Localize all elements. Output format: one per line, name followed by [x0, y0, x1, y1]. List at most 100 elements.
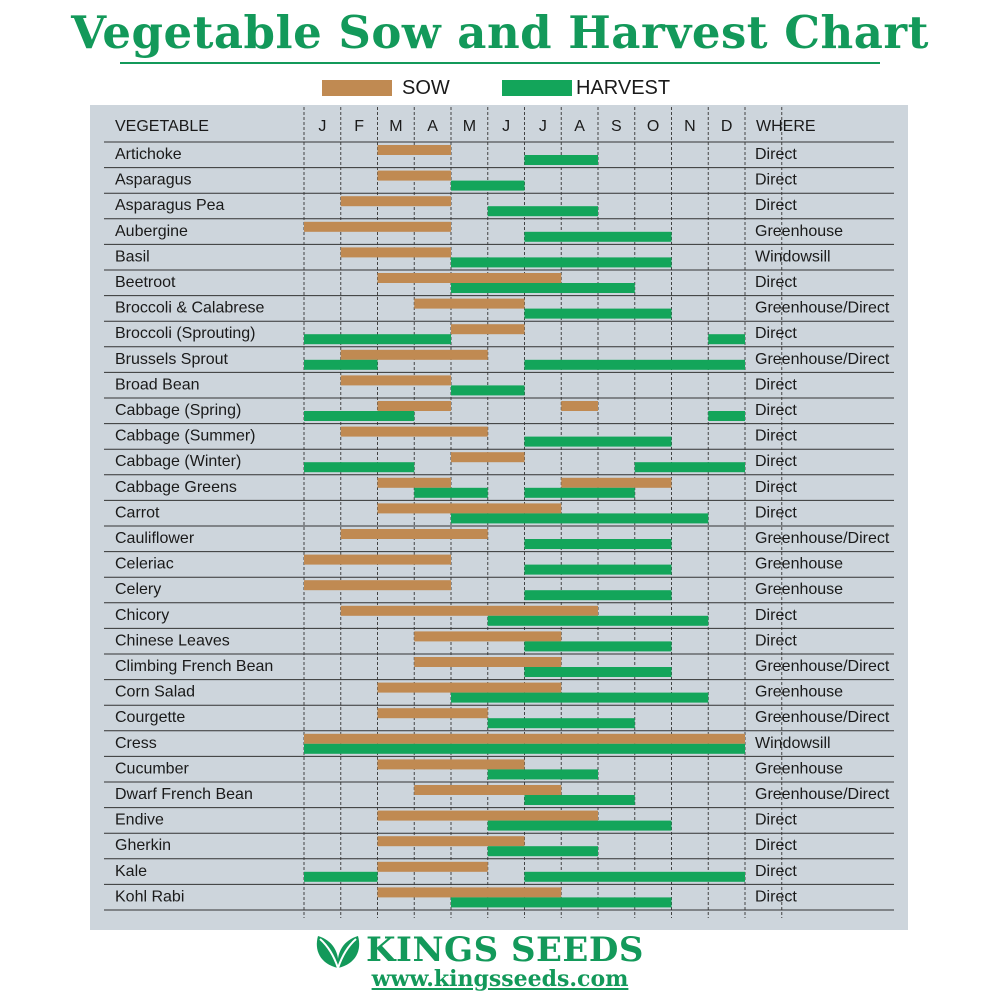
where-label: Direct	[755, 172, 797, 189]
sow-bar	[377, 145, 451, 155]
harvest-bar	[524, 155, 598, 165]
sow-bar	[340, 247, 451, 258]
month-label: S	[611, 118, 622, 135]
where-label: Direct	[755, 376, 797, 393]
harvest-bar	[304, 871, 378, 882]
where-label: Direct	[755, 812, 797, 829]
sow-bar	[561, 401, 598, 411]
header-where: WHERE	[756, 118, 816, 135]
vegetable-name: Brussels Sprout	[115, 351, 228, 368]
harvest-bar	[451, 180, 525, 191]
vegetable-name: Chinese Leaves	[115, 632, 230, 649]
vegetable-name: Gherkin	[115, 837, 171, 854]
vegetable-name: Asparagus	[115, 172, 192, 189]
brand-url[interactable]: www.kingsseeds.com	[371, 966, 629, 992]
harvest-bar	[304, 462, 415, 473]
sow-bar	[377, 861, 488, 872]
sow-bar	[377, 477, 451, 488]
sow-bar	[377, 810, 598, 821]
sow-bar	[561, 477, 672, 488]
month-label: D	[721, 118, 733, 135]
where-label: Greenhouse	[755, 223, 843, 240]
month-label: J	[502, 118, 510, 135]
harvest-bar	[451, 513, 709, 524]
where-label: Greenhouse/Direct	[755, 709, 890, 726]
harvest-bar	[524, 359, 745, 370]
where-label: Direct	[755, 325, 797, 342]
vegetable-name: Artichoke	[115, 146, 182, 163]
where-label: Windowsill	[755, 248, 831, 265]
where-label: Greenhouse	[755, 581, 843, 598]
month-label: M	[389, 118, 402, 135]
sow-bar	[377, 708, 488, 719]
sow-bar	[304, 733, 745, 744]
legend-harvest-swatch	[502, 80, 572, 96]
vegetable-name: Kohl Rabi	[115, 888, 184, 905]
where-label: Greenhouse/Direct	[755, 351, 890, 368]
sow-bar	[414, 785, 562, 795]
vegetable-name: Celery	[115, 581, 161, 598]
vegetable-name: Corn Salad	[115, 684, 195, 701]
month-label: A	[427, 118, 438, 135]
vegetable-name: Courgette	[115, 709, 185, 726]
where-label: Greenhouse	[755, 760, 843, 777]
vegetable-name: Chicory	[115, 607, 169, 624]
where-label: Direct	[755, 402, 797, 419]
harvest-bar	[487, 615, 709, 626]
harvest-bar	[451, 897, 672, 908]
vegetable-name: Broad Bean	[115, 376, 200, 393]
where-label: Direct	[755, 479, 797, 496]
legend-sow-label: SOW	[402, 77, 450, 99]
vegetable-name: Broccoli (Sprouting)	[115, 325, 256, 342]
vegetable-name: Beetroot	[115, 274, 176, 291]
where-label: Greenhouse	[755, 684, 843, 701]
harvest-bar	[487, 206, 598, 217]
sow-bar	[377, 273, 562, 283]
vegetable-name: Asparagus Pea	[115, 197, 225, 214]
sow-bar	[377, 759, 525, 770]
harvest-bar	[524, 436, 672, 447]
sow-bar	[304, 221, 451, 232]
chart-title: Vegetable Sow and Harvest Chart	[71, 6, 929, 59]
where-label: Direct	[755, 504, 797, 521]
harvest-bar	[304, 334, 451, 345]
harvest-bar	[524, 667, 672, 677]
vegetable-name: Basil	[115, 248, 150, 265]
month-label: J	[539, 118, 547, 135]
where-label: Windowsill	[755, 735, 831, 752]
vegetable-name: Endive	[115, 812, 164, 829]
harvest-bar	[524, 641, 672, 652]
header-vegetable: VEGETABLE	[115, 118, 209, 135]
vegetable-name: Cabbage (Summer)	[115, 428, 256, 445]
vegetable-name: Broccoli & Calabrese	[115, 300, 265, 317]
vegetable-name: Kale	[115, 863, 147, 880]
sow-bar	[451, 452, 525, 463]
harvest-bar	[708, 411, 745, 421]
vegetable-name: Climbing French Bean	[115, 658, 273, 675]
harvest-bar	[524, 795, 635, 805]
sow-bar	[304, 554, 451, 565]
harvest-bar	[487, 820, 672, 831]
sow-bar	[414, 298, 525, 309]
harvest-bar	[524, 539, 672, 549]
leaf-logo-icon	[312, 930, 364, 975]
where-label: Direct	[755, 428, 797, 445]
sow-bar	[377, 887, 562, 898]
month-label: F	[354, 118, 364, 135]
harvest-bar	[304, 743, 745, 754]
where-label: Direct	[755, 274, 797, 291]
harvest-bar	[304, 359, 378, 370]
harvest-bar	[451, 385, 525, 396]
vegetable-name: Carrot	[115, 504, 160, 521]
where-label: Direct	[755, 863, 797, 880]
sow-bar	[377, 170, 451, 181]
vegetable-name: Cress	[115, 735, 157, 752]
vegetable-name: Celeriac	[115, 556, 174, 573]
where-label: Direct	[755, 888, 797, 905]
sow-bar	[377, 503, 562, 514]
month-label: M	[463, 118, 476, 135]
harvest-bar	[524, 564, 672, 575]
harvest-bar	[487, 769, 598, 780]
vegetable-name: Cabbage (Spring)	[115, 402, 241, 419]
harvest-bar	[708, 334, 745, 345]
